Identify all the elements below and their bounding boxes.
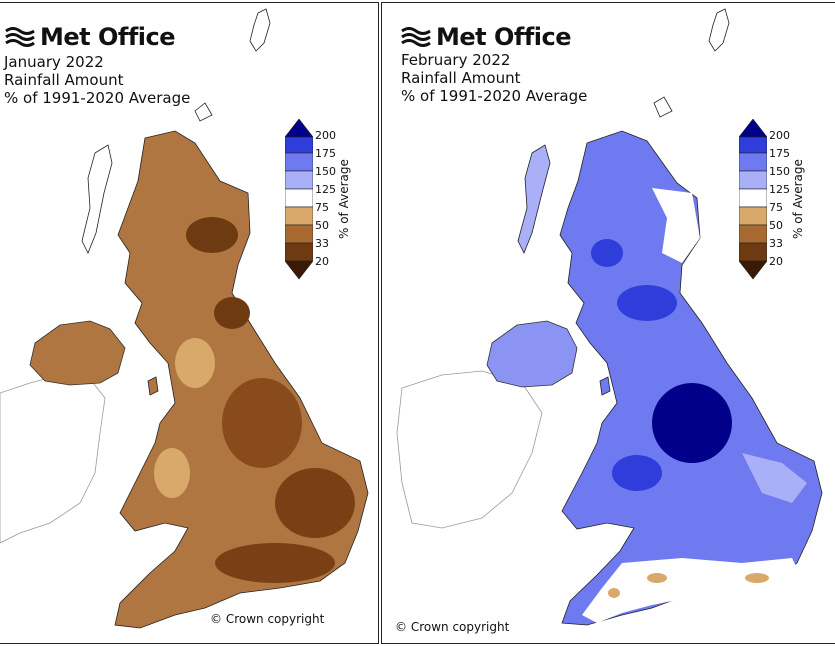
february-map-panel: Met Office February 2022 Rainfall Amount… <box>381 2 835 644</box>
map-variable-title: Rainfall Amount <box>401 69 521 87</box>
legend-tick: 50 <box>315 219 329 232</box>
legend-tick: 50 <box>769 219 783 232</box>
legend-tick: 200 <box>315 129 336 142</box>
ireland-landmass <box>0 374 106 544</box>
great-britain-region <box>559 130 823 626</box>
near-average-south-england <box>582 558 802 623</box>
january-map-panel: Met Office January 2022 Rainfall Amount … <box>0 2 379 644</box>
legend-tick: 125 <box>769 183 790 196</box>
outer-hebrides-island <box>517 144 551 254</box>
legend-tick: 75 <box>315 201 329 214</box>
legend-tick: 33 <box>769 237 783 250</box>
isle-of-man-island <box>599 376 611 396</box>
legend-tick: 125 <box>315 183 336 196</box>
heavy-rain-north-england <box>617 285 677 321</box>
legend-colorbar <box>738 118 768 280</box>
orkney-island <box>194 102 213 122</box>
below-average-patch <box>647 573 667 583</box>
legend-title: % of Average <box>337 159 351 239</box>
outer-hebrides-island <box>81 144 113 254</box>
isle-of-man-island <box>147 376 159 396</box>
february-title-block: February 2022 Rainfall Amount % of 1991-… <box>401 51 587 105</box>
northern-ireland-region <box>29 320 126 386</box>
copyright-notice: © Crown copyright <box>210 612 325 626</box>
legend-tick: 150 <box>769 165 790 178</box>
brand-name: Met Office <box>436 23 572 51</box>
map-month-title: January 2022 <box>4 53 104 71</box>
light-patch-west <box>175 338 215 388</box>
legend-tick: 200 <box>769 129 790 142</box>
legend-tick: 20 <box>315 255 329 268</box>
legend-tick: 175 <box>315 147 336 160</box>
legend-tick: 33 <box>315 237 329 250</box>
february-legend: 200 175 150 125 75 50 33 20 % of Average <box>738 118 805 285</box>
legend-title: % of Average <box>791 159 805 239</box>
blank-box <box>0 615 56 637</box>
january-legend: 200 175 150 125 75 50 33 20 % of Average <box>284 118 351 285</box>
orkney-island <box>653 96 673 118</box>
dark-patch-east <box>275 468 355 538</box>
map-baseline-title: % of 1991-2020 Average <box>401 87 588 105</box>
january-rainfall-map <box>0 8 369 629</box>
copyright-notice: © Crown copyright <box>395 620 510 634</box>
dark-patch-northeast <box>214 297 250 329</box>
northern-ireland-region <box>486 320 578 388</box>
map-variable-title: Rainfall Amount <box>4 71 124 89</box>
legend-tick: 150 <box>315 165 336 178</box>
heavy-rain-pennines <box>652 383 732 463</box>
met-office-logo: Met Office <box>4 23 176 51</box>
ireland-landmass <box>396 370 543 529</box>
light-patch-wales <box>154 448 190 498</box>
january-title-block: January 2022 Rainfall Amount % of 1991-2… <box>4 53 190 107</box>
dark-patch-midlands <box>222 378 302 468</box>
met-office-wave-icon <box>5 27 35 47</box>
shetland-island <box>249 8 271 52</box>
below-average-patch <box>745 573 769 583</box>
legend-tick: 175 <box>769 147 790 160</box>
met-office-wave-icon <box>401 27 431 47</box>
near-average-east-england <box>742 453 807 503</box>
map-month-title: February 2022 <box>401 51 511 69</box>
dark-patch-south <box>215 543 335 583</box>
map-baseline-title: % of 1991-2020 Average <box>4 89 191 107</box>
legend-colorbar <box>284 118 314 280</box>
february-rainfall-map <box>396 8 823 626</box>
met-office-logo: Met Office <box>400 23 572 51</box>
legend-tick: 20 <box>769 255 783 268</box>
below-average-patch <box>608 588 620 598</box>
dark-patch-scotland <box>186 217 238 253</box>
heavy-rain-scotland <box>591 239 623 267</box>
shetland-island <box>708 8 730 52</box>
legend-tick: 75 <box>769 201 783 214</box>
heavy-rain-wales <box>612 455 662 491</box>
near-average-northeast-scotland <box>652 188 700 263</box>
brand-name: Met Office <box>40 23 176 51</box>
